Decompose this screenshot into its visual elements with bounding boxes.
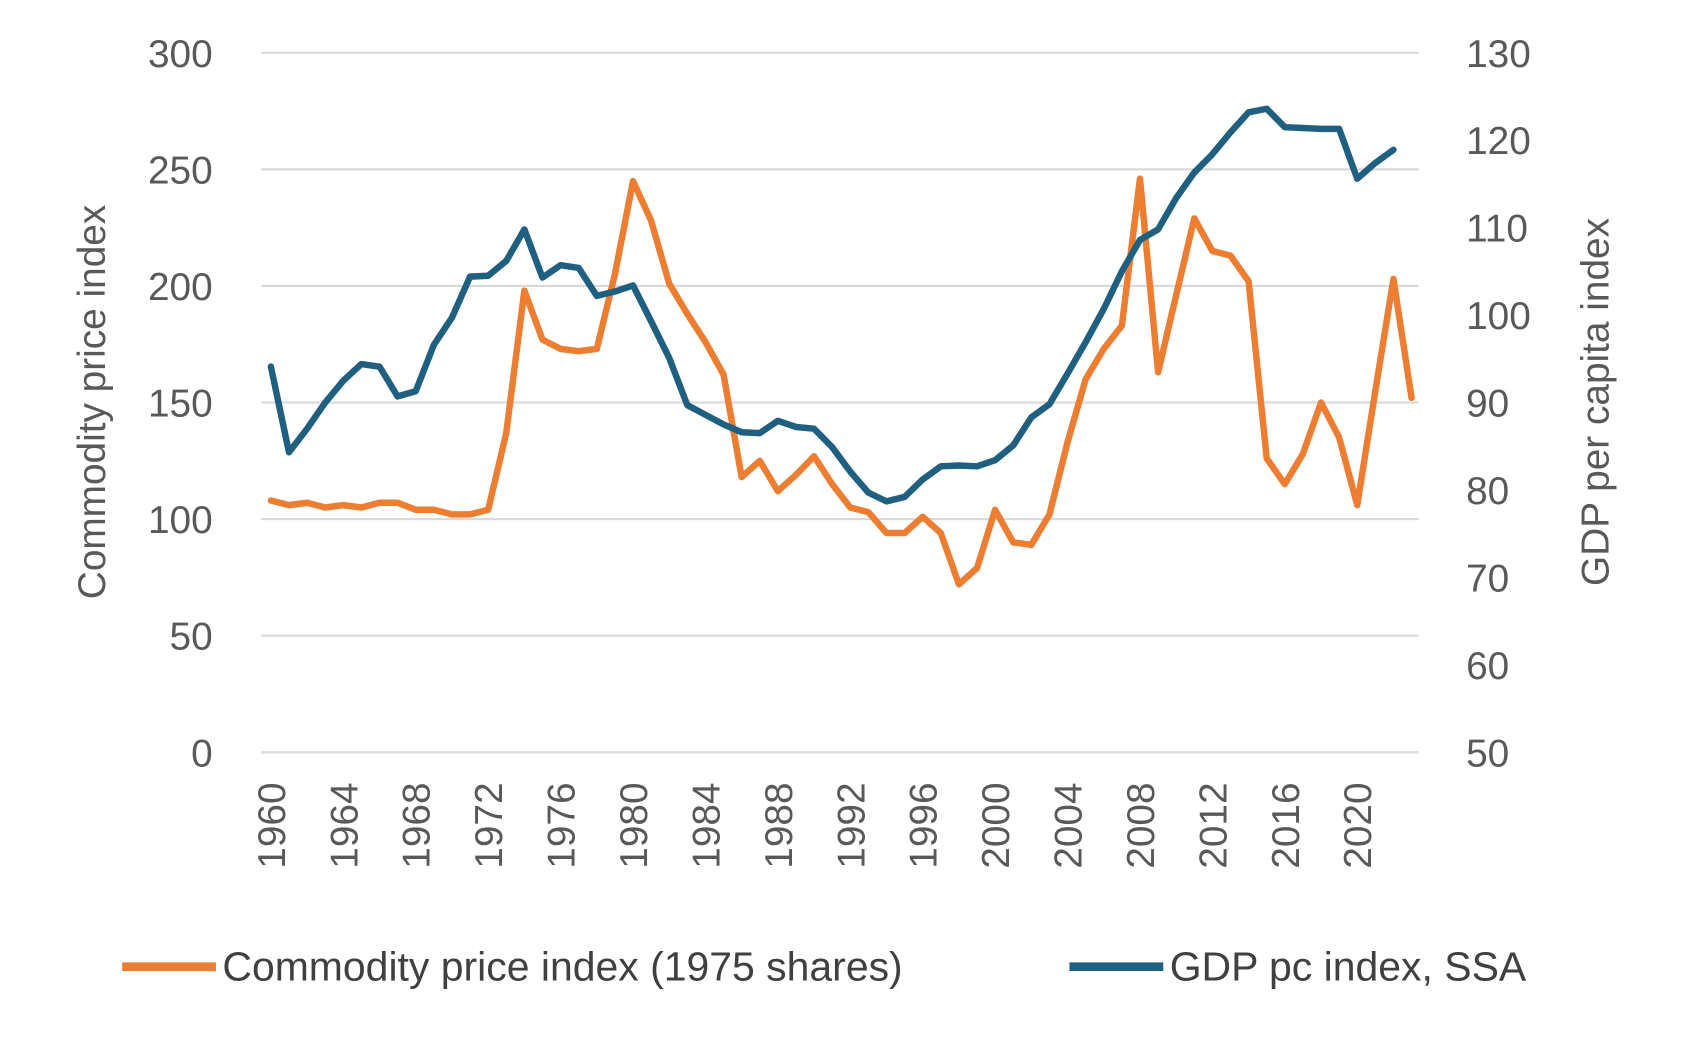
commodity-price-line xyxy=(267,175,1415,588)
left-tick-label: 150 xyxy=(148,383,213,426)
right-tick-label: 110 xyxy=(1466,208,1528,251)
right-tick-label: 90 xyxy=(1466,383,1509,426)
x-tick-label: 1988 xyxy=(758,782,801,868)
x-tick-label: 2008 xyxy=(1120,782,1163,868)
left-tick-label: 50 xyxy=(170,616,213,659)
right-axis-title: GDP per capita index xyxy=(1574,218,1617,586)
legend: Commodity price index (1975 shares) GDP … xyxy=(122,944,1527,990)
x-tick-label: 2004 xyxy=(1048,782,1091,868)
x-tick-label: 1960 xyxy=(251,782,294,868)
x-tick-label: 1964 xyxy=(323,782,366,868)
x-tick-label: 2012 xyxy=(1192,782,1235,868)
right-tick-label: 100 xyxy=(1466,295,1531,338)
x-tick-label: 1984 xyxy=(685,782,728,868)
x-tick-label: 2000 xyxy=(975,782,1018,868)
right-tick-label: 50 xyxy=(1466,732,1509,775)
right-tick-label: 70 xyxy=(1466,557,1509,600)
x-tick-label: 1972 xyxy=(468,782,511,868)
series-lines xyxy=(267,105,1415,588)
right-tick-label: 80 xyxy=(1466,470,1509,513)
x-axis-ticks: 1960 1964 1968 1972 1976 1980 1984 1988 1992 1996… xyxy=(251,782,1380,868)
gridlines xyxy=(261,51,1419,754)
x-tick-label: 2016 xyxy=(1265,782,1308,868)
x-tick-label: 2020 xyxy=(1337,782,1380,868)
left-tick-label: 300 xyxy=(148,33,213,76)
legend-label-commodity: Commodity price index (1975 shares) xyxy=(222,944,902,990)
right-tick-label: 60 xyxy=(1466,645,1509,688)
left-axis-title: Commodity price index xyxy=(71,205,114,599)
legend-label-gdp: GDP pc index, SSA xyxy=(1170,944,1527,990)
left-tick-label: 0 xyxy=(191,732,213,775)
right-tick-label: 130 xyxy=(1466,33,1531,76)
right-axis-ticks: 50 60 70 80 90 100 110 120 130 xyxy=(1466,33,1531,775)
left-axis-ticks: 0 50 100 150 200 250 300 xyxy=(148,33,213,775)
x-tick-label: 1980 xyxy=(613,782,656,868)
gdp-pc-line xyxy=(267,105,1397,505)
left-tick-label: 100 xyxy=(148,499,213,542)
right-tick-label: 120 xyxy=(1466,120,1531,163)
x-tick-label: 1992 xyxy=(830,782,873,868)
x-tick-label: 1976 xyxy=(541,782,584,868)
left-tick-label: 200 xyxy=(148,266,213,309)
x-tick-label: 1996 xyxy=(903,782,946,868)
x-tick-label: 1968 xyxy=(396,782,439,868)
left-tick-label: 250 xyxy=(148,149,213,192)
